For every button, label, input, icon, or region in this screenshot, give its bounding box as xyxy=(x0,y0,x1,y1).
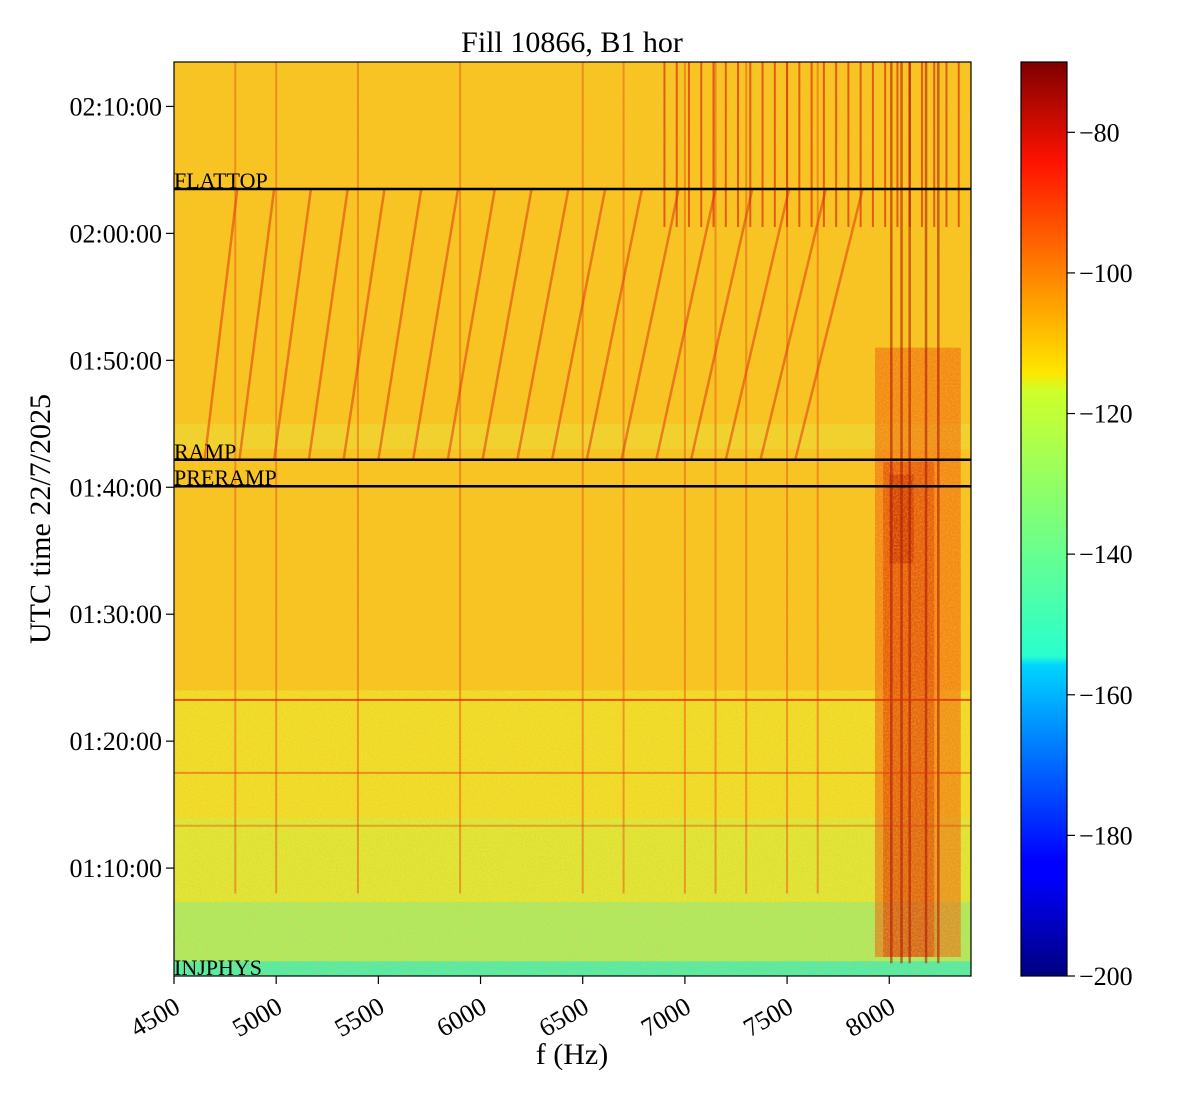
x-tick-label: 7500 xyxy=(738,992,798,1043)
colorbar-tick-label: −120 xyxy=(1079,400,1133,429)
drifting-line xyxy=(794,188,864,461)
colorbar-tick-label: −100 xyxy=(1079,259,1133,288)
x-tick-label: 6500 xyxy=(534,992,594,1043)
drifting-line xyxy=(620,188,680,461)
plot-frame xyxy=(173,61,972,977)
y-tick-label: 01:30:00 xyxy=(70,600,162,629)
x-tick-label: 5500 xyxy=(330,992,390,1043)
phase-marker-label: PRERAMP xyxy=(174,465,277,490)
y-tick-label: 01:50:00 xyxy=(70,346,162,375)
drifting-line xyxy=(516,188,570,460)
x-tick-label: 7000 xyxy=(636,992,696,1043)
colorbar-tick-label: −180 xyxy=(1079,821,1133,850)
x-axis-label: f (Hz) xyxy=(536,1038,608,1071)
x-tick-label: 4500 xyxy=(125,992,185,1043)
x-axis: 4500 5000 5500 6000 6500 7000 7500 8000 xyxy=(125,976,900,1043)
y-tick-label: 02:00:00 xyxy=(70,219,162,248)
colorbar-tick-label: −160 xyxy=(1079,681,1133,710)
drifting-line xyxy=(272,188,313,460)
colorbar xyxy=(1021,62,1067,976)
drifting-line xyxy=(724,188,791,461)
phase-marker-label: FLATTOP xyxy=(174,168,268,193)
drifting-line xyxy=(759,188,828,461)
drifting-line xyxy=(238,188,276,460)
heatmap-noise-texture xyxy=(174,62,971,976)
colorbar-frame xyxy=(1020,61,1068,977)
drifting-line xyxy=(377,188,423,460)
y-axis: 01:10:00 01:20:00 01:30:00 01:40:00 01:50:00… xyxy=(70,92,174,883)
drifting-line xyxy=(446,188,497,460)
chart-title: Fill 10866, B1 hor xyxy=(461,26,683,59)
x-tick-label: 8000 xyxy=(841,992,901,1043)
y-tick-label: 02:10:00 xyxy=(70,92,162,121)
x-tick-label: 6000 xyxy=(432,992,492,1043)
colorbar-tick-label: −200 xyxy=(1079,962,1133,991)
drifting-line xyxy=(585,188,644,461)
drifting-line xyxy=(550,188,607,460)
y-axis-label: UTC time 22/7/2025 xyxy=(24,394,57,644)
drifting-line xyxy=(342,188,386,460)
y-tick-label: 01:10:00 xyxy=(70,854,162,883)
spectrogram-heatmap xyxy=(174,62,971,976)
phase-marker-label: RAMP xyxy=(174,439,236,464)
y-tick-label: 01:40:00 xyxy=(70,473,162,502)
drifting-line xyxy=(203,188,239,460)
drifting-line xyxy=(307,188,349,460)
y-tick-label: 01:20:00 xyxy=(70,727,162,756)
drifting-line xyxy=(481,188,533,460)
colorbar-axis: −80 −100 −120 −140 −160 −180 −200 xyxy=(1067,118,1133,991)
drifting-line xyxy=(411,188,460,460)
colorbar-tick-label: −140 xyxy=(1079,540,1133,569)
drifting-line xyxy=(655,188,717,461)
colorbar-tick-label: −80 xyxy=(1079,118,1120,147)
x-tick-label: 5000 xyxy=(227,992,287,1043)
drifting-line xyxy=(689,188,754,461)
